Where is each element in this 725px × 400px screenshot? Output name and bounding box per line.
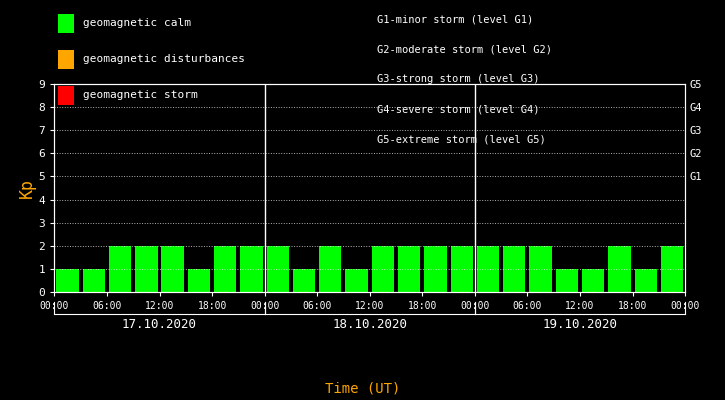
- Text: geomagnetic calm: geomagnetic calm: [83, 18, 191, 28]
- Text: 19.10.2020: 19.10.2020: [542, 318, 618, 331]
- Bar: [293, 269, 315, 292]
- Bar: [319, 246, 341, 292]
- Bar: [634, 269, 657, 292]
- Text: G3-strong storm (level G3): G3-strong storm (level G3): [377, 74, 539, 84]
- Bar: [450, 246, 473, 292]
- Bar: [188, 269, 210, 292]
- Text: G4-severe storm (level G4): G4-severe storm (level G4): [377, 104, 539, 114]
- Bar: [267, 246, 289, 292]
- Bar: [660, 246, 683, 292]
- Text: geomagnetic disturbances: geomagnetic disturbances: [83, 54, 245, 64]
- Bar: [214, 246, 236, 292]
- Y-axis label: Kp: Kp: [18, 178, 36, 198]
- Bar: [529, 246, 552, 292]
- Bar: [345, 269, 368, 292]
- Text: 17.10.2020: 17.10.2020: [122, 318, 197, 331]
- Bar: [372, 246, 394, 292]
- Text: G1-minor storm (level G1): G1-minor storm (level G1): [377, 14, 534, 24]
- Bar: [608, 246, 631, 292]
- Text: Time (UT): Time (UT): [325, 382, 400, 396]
- Bar: [424, 246, 447, 292]
- Bar: [162, 246, 184, 292]
- Text: G5-extreme storm (level G5): G5-extreme storm (level G5): [377, 134, 546, 144]
- Bar: [582, 269, 605, 292]
- Text: 18.10.2020: 18.10.2020: [332, 318, 407, 331]
- Bar: [240, 246, 262, 292]
- Bar: [555, 269, 578, 292]
- Bar: [109, 246, 131, 292]
- Text: G2-moderate storm (level G2): G2-moderate storm (level G2): [377, 44, 552, 54]
- Bar: [687, 269, 710, 292]
- Bar: [83, 269, 105, 292]
- Text: geomagnetic storm: geomagnetic storm: [83, 90, 198, 100]
- Bar: [398, 246, 420, 292]
- Bar: [503, 246, 526, 292]
- Bar: [135, 246, 157, 292]
- Bar: [57, 269, 79, 292]
- Bar: [477, 246, 500, 292]
